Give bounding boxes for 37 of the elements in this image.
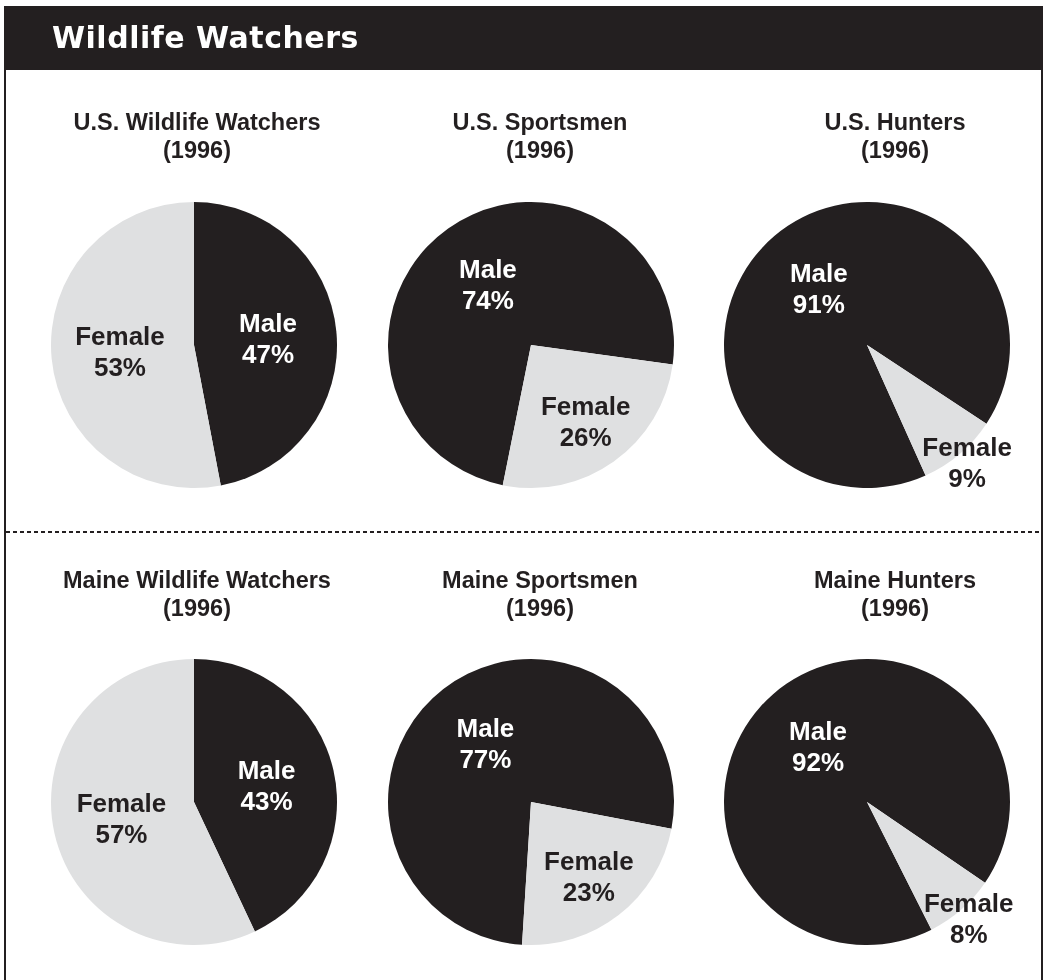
chart-subtitle: (1996): [163, 136, 231, 163]
slice-label: Male: [459, 253, 517, 284]
chart-title: Maine Wildlife Watchers: [63, 566, 331, 593]
chart-subtitle: (1996): [861, 136, 929, 163]
slice-label: Male: [456, 712, 515, 743]
chart-title: U.S. Wildlife Watchers: [73, 108, 321, 135]
chart-title: Maine Hunters: [814, 566, 976, 593]
data-label: 8%: [949, 918, 988, 949]
data-label: 23%: [562, 877, 615, 908]
chart-subtitle: (1996): [506, 136, 574, 163]
data-label: 74%: [461, 284, 514, 315]
data-label: 26%: [559, 422, 612, 453]
slice-label: Female: [540, 391, 631, 422]
slice-label: Male: [237, 755, 296, 786]
slice-label: Female: [544, 846, 634, 877]
slice-label: Female: [76, 787, 167, 818]
slice-label: Female: [922, 432, 1012, 463]
slice-label: Female: [923, 887, 1014, 918]
text: Wildlife Watchers: [52, 20, 359, 55]
data-label: 47%: [242, 338, 295, 369]
slice-label: Female: [75, 321, 165, 352]
data-label: 77%: [459, 743, 512, 774]
slice-label: Male: [239, 307, 297, 338]
slice-label: Male: [789, 257, 848, 288]
slice-label: Male: [789, 715, 847, 746]
data-label: 53%: [93, 352, 146, 383]
data-label: 91%: [792, 288, 845, 319]
chart-title: U.S. Hunters: [824, 108, 966, 135]
chart-subtitle: (1996): [163, 594, 231, 621]
chart-title: U.S. Sportsmen: [452, 108, 628, 135]
chart-subtitle: (1996): [861, 594, 929, 621]
chart-subtitle: (1996): [506, 594, 574, 621]
data-label: 57%: [95, 818, 148, 849]
chart-title: Maine Sportsmen: [442, 566, 638, 593]
data-label: 9%: [948, 463, 986, 494]
data-label: 92%: [792, 746, 845, 777]
data-label: 43%: [240, 786, 293, 817]
